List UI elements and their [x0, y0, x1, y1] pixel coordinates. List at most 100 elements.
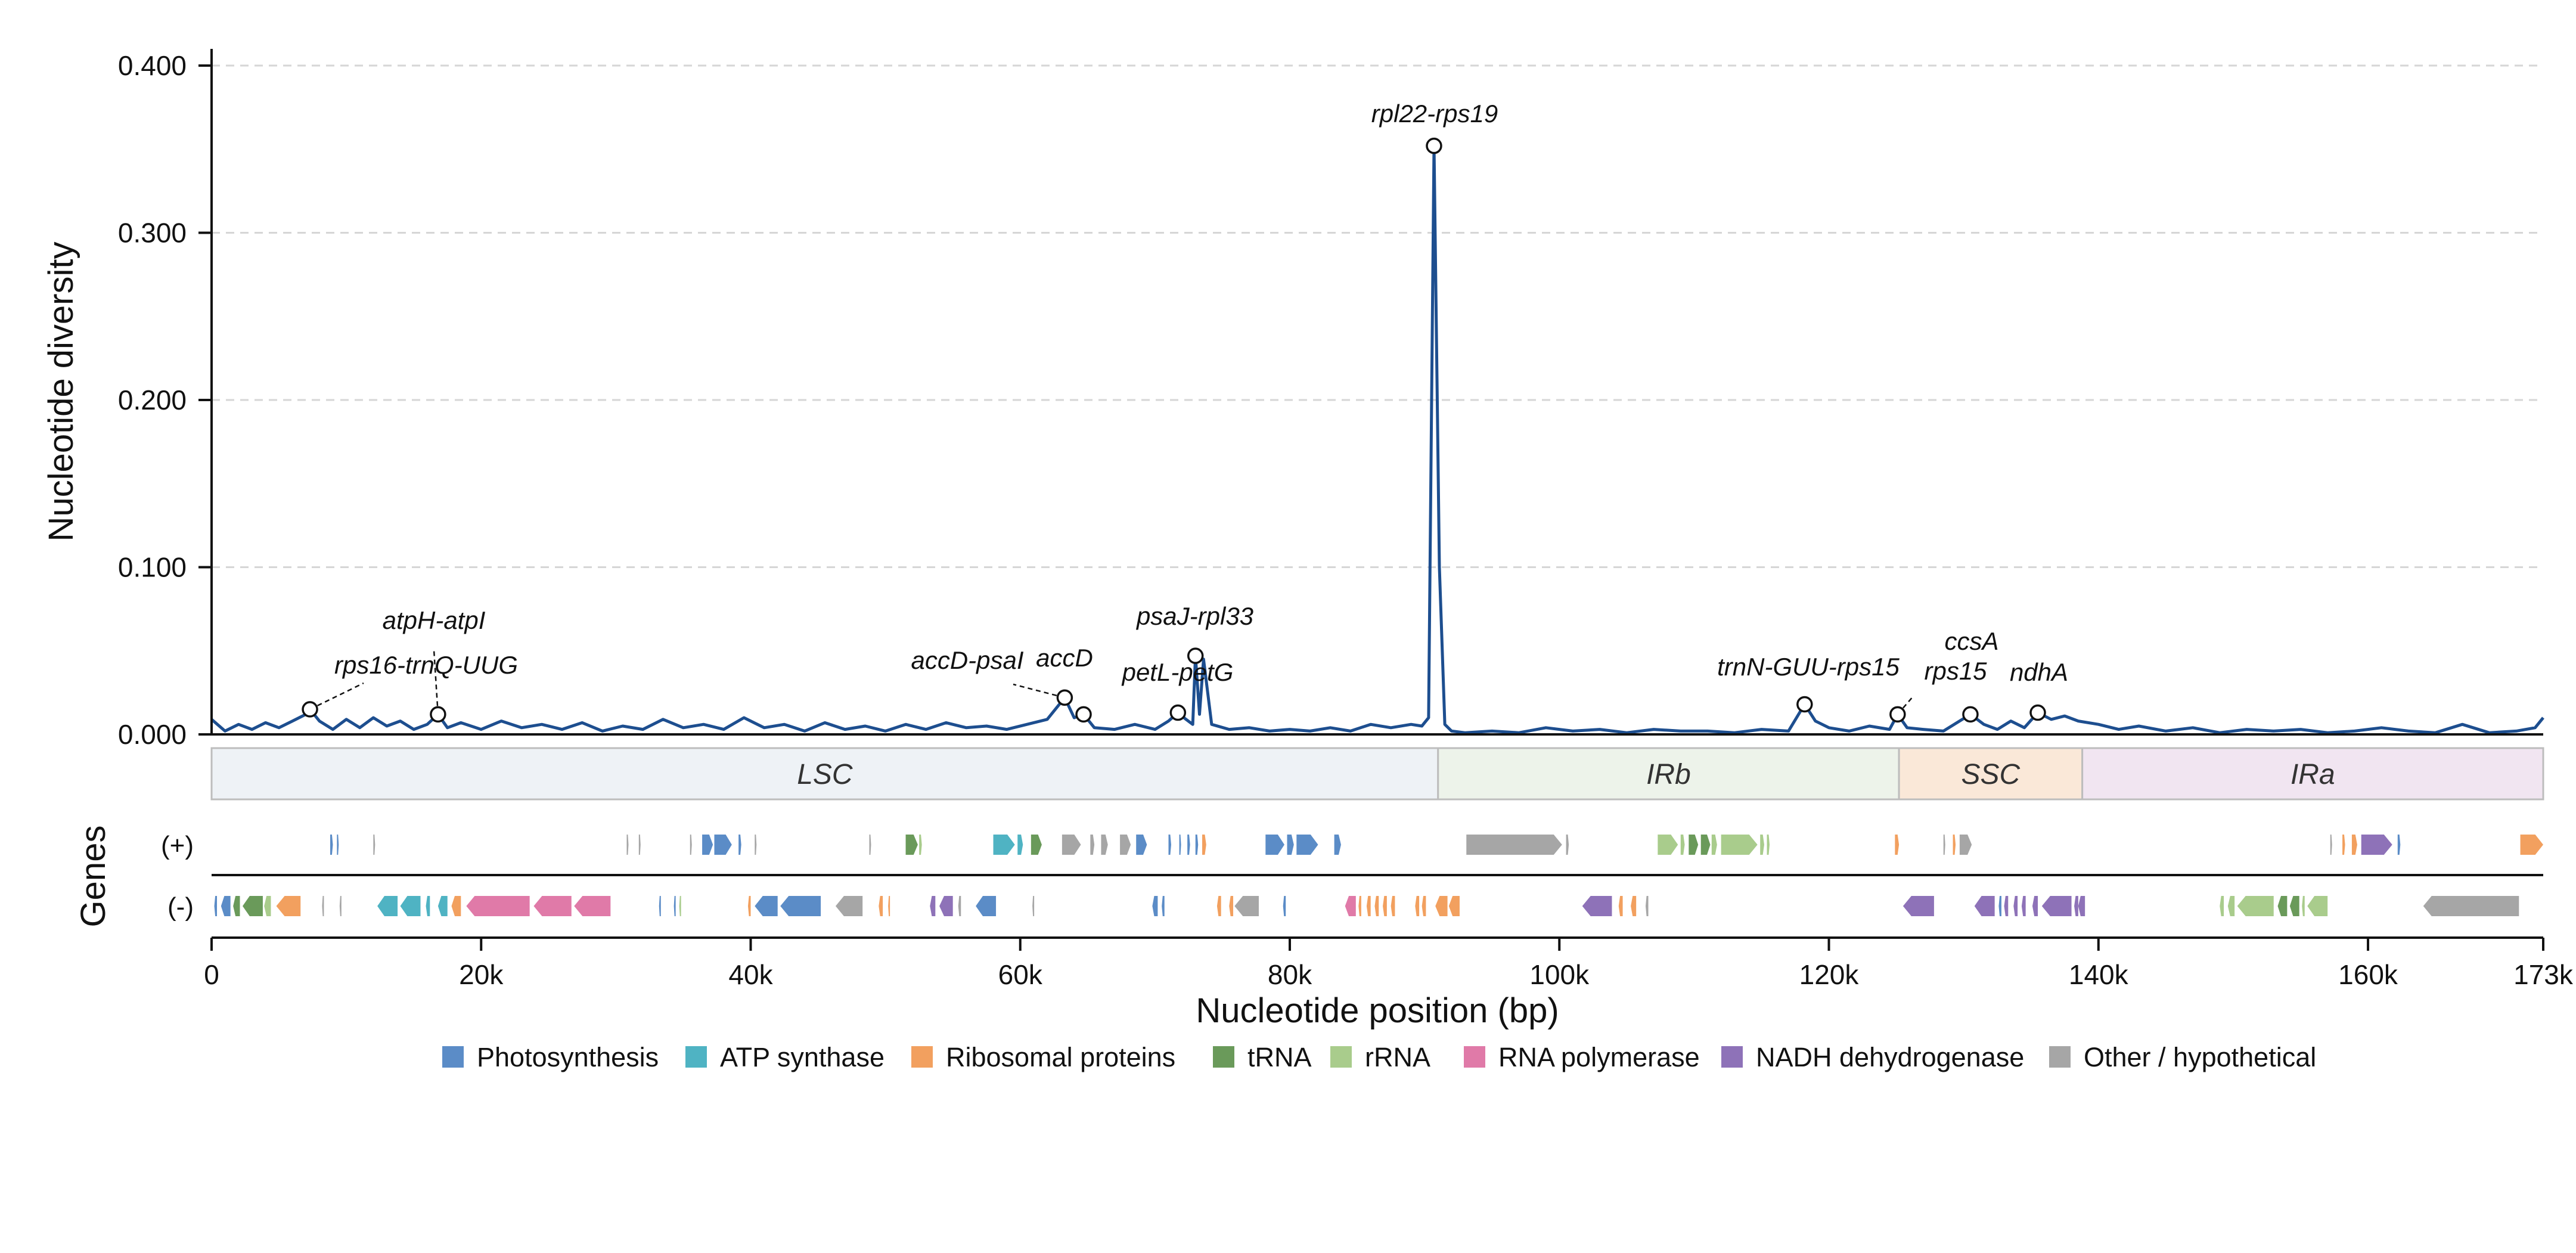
minus-strand-gene [2237, 896, 2274, 916]
plus-strand-gene [1265, 835, 1284, 855]
peak-label: atpH-atpI [383, 606, 486, 634]
plus-strand-gene [330, 835, 333, 855]
grid-lines [212, 64, 2543, 569]
region-ira [2081, 747, 2544, 801]
peak-label: accD-psaI [911, 646, 1023, 674]
peak-label: ccsA [1944, 627, 1998, 655]
minus-strand-gene [755, 896, 778, 916]
minus-strand-gene [1162, 896, 1165, 916]
y-tick-label: 0.400 [118, 50, 187, 81]
minus-strand-gene [1974, 896, 1995, 916]
minus-strand-gene [243, 896, 263, 916]
x-tick-label: 20k [459, 959, 504, 990]
minus-strand-gene [2021, 896, 2026, 916]
plus-strand-gene [2351, 835, 2357, 855]
plus-strand-gene [714, 835, 732, 855]
y-axis-title: Nucleotide diversity [42, 242, 80, 542]
plus-strand-gene [373, 835, 375, 855]
x-tick-label: 100k [1529, 959, 1590, 990]
minus-strand-gene [574, 896, 611, 916]
minus-strand-gene [1415, 896, 1420, 916]
peak-marker [1889, 706, 1906, 723]
plus-strand-gene [869, 835, 871, 855]
minus-strand-gene [1358, 896, 1361, 916]
peak-marker [1426, 137, 1442, 154]
legend-swatch [442, 1046, 464, 1068]
plus-strand-gene [1943, 835, 1945, 855]
legend-label: Ribosomal proteins [946, 1042, 1175, 1072]
x-tick-label: 0 [204, 959, 219, 990]
plus-strand-gene [2330, 835, 2332, 855]
peak-leader-line [433, 649, 439, 715]
minus-strand-gene [339, 896, 342, 916]
legend-swatch [1721, 1046, 1743, 1068]
peak-label: petL-petG [1121, 658, 1234, 686]
plus-strand-gene [1062, 835, 1081, 855]
plus-strand-gene [1767, 835, 1770, 855]
minus-strand-gene [1345, 896, 1356, 916]
plus-strand-gene [1680, 835, 1685, 855]
peak-marker [1169, 704, 1187, 721]
plus-strand-gene [1721, 835, 1758, 855]
peak-label: rpl22-rps19 [1371, 100, 1498, 128]
legend-label: ATP synthase [720, 1042, 884, 1072]
plus-strand-gene [2397, 835, 2401, 855]
minus-strand-gene [1631, 896, 1637, 916]
minus-strand-gene [1152, 896, 1158, 916]
gene-track: (+) (-) [161, 831, 2543, 922]
minus-strand-gene [214, 896, 218, 916]
peak-label: psaJ-rpl33 [1135, 602, 1253, 630]
peak-label: trnN-GUU-rps15 [1717, 653, 1900, 681]
plus-strand-gene [1287, 835, 1294, 855]
y-tick-label: 0.200 [118, 384, 187, 415]
plus-strand-gene [738, 835, 741, 855]
region-label: SSC [1962, 759, 2021, 790]
minus-strand-gene [939, 896, 953, 916]
minus-strand-gene [437, 896, 448, 916]
minus-strand-gene [1229, 896, 1234, 916]
y-tick-label: 0.100 [118, 552, 187, 583]
x-tick-label: 173k [2513, 959, 2574, 990]
region-label: IRb [1646, 759, 1691, 790]
plus-strand-gene [1090, 835, 1095, 855]
plus-strand-gene [1689, 835, 1699, 855]
plus-strand-gene [690, 835, 692, 855]
peak-marker [302, 701, 318, 718]
x-tick-label: 60k [998, 959, 1043, 990]
plus-strand-gene [1700, 835, 1711, 855]
plus-strand-gene [1466, 835, 1562, 855]
peak-marker [1962, 706, 1979, 723]
region-label: LSC [797, 759, 853, 790]
plus-strand-gene [1187, 835, 1190, 855]
minus-strand-gene [1216, 896, 1221, 916]
minus-strand-gene [1902, 896, 1934, 916]
plus-strand-gene [1711, 835, 1717, 855]
minus-strand-gene [2423, 896, 2519, 916]
plus-strand-gene [2520, 835, 2543, 855]
plus-strand-gene [1179, 835, 1181, 855]
minus-strand-gene [1448, 896, 1460, 916]
minus-strand-gene [2220, 896, 2224, 916]
x-tick-label: 140k [2069, 959, 2129, 990]
plus-strand-gene [755, 835, 757, 855]
peak-marker [1075, 706, 1092, 723]
legend-label: NADH dehydrogenase [1756, 1042, 2024, 1072]
plus-strand-gene [1959, 835, 1972, 855]
legend-swatch [685, 1046, 707, 1068]
minus-strand-gene [1645, 896, 1649, 916]
legend-label: Photosynthesis [477, 1042, 659, 1072]
peak-leader-line [1013, 683, 1065, 699]
minus-strand-gene [879, 896, 883, 916]
plus-strand-label: (+) [161, 831, 194, 860]
minus-strand-gene [426, 896, 430, 916]
plus-strand-gene [919, 835, 922, 855]
plus-strand-gene [337, 835, 339, 855]
minus-strand-gene [1582, 896, 1612, 916]
peak-label: rps15 [1924, 657, 1987, 685]
x-tick-label: 40k [728, 959, 773, 990]
plus-strand-gene [1760, 835, 1764, 855]
minus-strand-gene [451, 896, 461, 916]
minus-strand-gene [930, 896, 936, 916]
minus-strand-gene [1283, 896, 1286, 916]
minus-strand-gene [233, 896, 240, 916]
